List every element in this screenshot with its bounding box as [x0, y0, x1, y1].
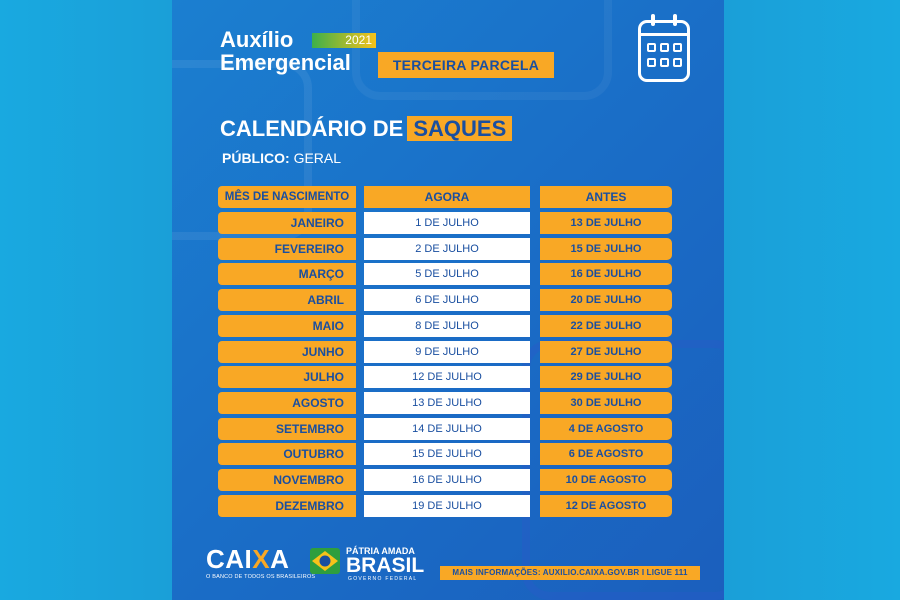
birth-month-cell: SETEMBRO [218, 418, 356, 440]
birth-month-cell: MAIO [218, 315, 356, 337]
birth-month-cell: OUTUBRO [218, 443, 356, 465]
date-before-cell: 30 DE JULHO [540, 392, 672, 414]
caixa-wordmark: CAIXA [206, 546, 315, 572]
date-before-cell: 16 DE JULHO [540, 263, 672, 285]
calendar-cell [660, 58, 669, 67]
decorative-shape [172, 60, 312, 240]
birth-month-cell: MARÇO [218, 263, 356, 285]
decorative-shape [352, 0, 612, 100]
title-highlight: SAQUES [407, 116, 513, 141]
date-before-cell: 12 DE AGOSTO [540, 495, 672, 517]
date-now-cell: 8 DE JULHO [364, 315, 530, 337]
brazil-flag-icon [310, 548, 340, 574]
date-before-cell: 22 DE JULHO [540, 315, 672, 337]
header-before: ANTES [540, 186, 672, 208]
calendar-cell [673, 43, 682, 52]
caixa-logo: CAIXA O BANCO DE TODOS OS BRASILEIROS [206, 546, 315, 580]
left-background [0, 0, 172, 600]
date-before-cell: 4 DE AGOSTO [540, 418, 672, 440]
brand-logo: Auxílio Emergencial 2021 [220, 27, 376, 75]
brand-line-2: Emergencial [220, 50, 351, 75]
poster-card: Auxílio Emergencial 2021 TERCEIRA PARCEL… [172, 0, 724, 600]
gov-line-3: GOVERNO FEDERAL [348, 576, 418, 582]
birth-month-cell: AGOSTO [218, 392, 356, 414]
date-before-cell: 6 DE AGOSTO [540, 443, 672, 465]
calendar-cell [647, 58, 656, 67]
calendar-icon [638, 14, 690, 82]
caixa-word-x: X [252, 544, 271, 574]
date-before-cell: 10 DE AGOSTO [540, 469, 672, 491]
gov-line-1: PÁTRIA AMADA [346, 546, 415, 556]
header-now: AGORA [364, 186, 530, 208]
audience-line: PÚBLICO: GERAL [222, 150, 341, 166]
caixa-slogan: O BANCO DE TODOS OS BRASILEIROS [206, 574, 316, 580]
page-title: CALENDÁRIO DE SAQUES [220, 116, 513, 142]
date-before-cell: 29 DE JULHO [540, 366, 672, 388]
date-now-cell: 1 DE JULHO [364, 212, 530, 234]
audience-label: PÚBLICO: [222, 150, 290, 166]
date-now-cell: 9 DE JULHO [364, 341, 530, 363]
date-now-cell: 13 DE JULHO [364, 392, 530, 414]
calendar-cell [673, 58, 682, 67]
birth-month-cell: JANEIRO [218, 212, 356, 234]
date-before-cell: 15 DE JULHO [540, 238, 672, 260]
date-now-cell: 16 DE JULHO [364, 469, 530, 491]
calendar-bar [641, 33, 687, 36]
installment-tag: TERCEIRA PARCELA [378, 52, 554, 78]
gov-line-2: BRASIL [346, 554, 425, 577]
header-birth-month: MÊS DE NASCIMENTO [218, 186, 356, 208]
date-now-cell: 6 DE JULHO [364, 289, 530, 311]
birth-month-cell: ABRIL [218, 289, 356, 311]
audience-value: GERAL [293, 150, 342, 166]
caixa-word-post: A [270, 544, 290, 574]
birth-month-cell: JULHO [218, 366, 356, 388]
date-before-cell: 13 DE JULHO [540, 212, 672, 234]
date-now-cell: 12 DE JULHO [364, 366, 530, 388]
right-background [724, 0, 900, 600]
date-before-cell: 20 DE JULHO [540, 289, 672, 311]
date-now-cell: 15 DE JULHO [364, 443, 530, 465]
caixa-word-pre: CAI [206, 544, 253, 574]
birth-month-cell: FEVEREIRO [218, 238, 356, 260]
birth-month-cell: NOVEMBRO [218, 469, 356, 491]
date-now-cell: 2 DE JULHO [364, 238, 530, 260]
info-banner: MAIS INFORMAÇÕES: AUXILIO.CAIXA.GOV.BR I… [440, 566, 700, 580]
date-now-cell: 14 DE JULHO [364, 418, 530, 440]
calendar-hook [673, 14, 677, 26]
calendar-hook [651, 14, 655, 26]
birth-month-cell: DEZEMBRO [218, 495, 356, 517]
brand-year: 2021 [312, 33, 376, 48]
title-prefix: CALENDÁRIO DE [220, 116, 404, 141]
calendar-cell [660, 43, 669, 52]
calendar-cell [647, 43, 656, 52]
date-before-cell: 27 DE JULHO [540, 341, 672, 363]
brand-line-1: Auxílio [220, 27, 294, 52]
date-now-cell: 5 DE JULHO [364, 263, 530, 285]
date-now-cell: 19 DE JULHO [364, 495, 530, 517]
birth-month-cell: JUNHO [218, 341, 356, 363]
